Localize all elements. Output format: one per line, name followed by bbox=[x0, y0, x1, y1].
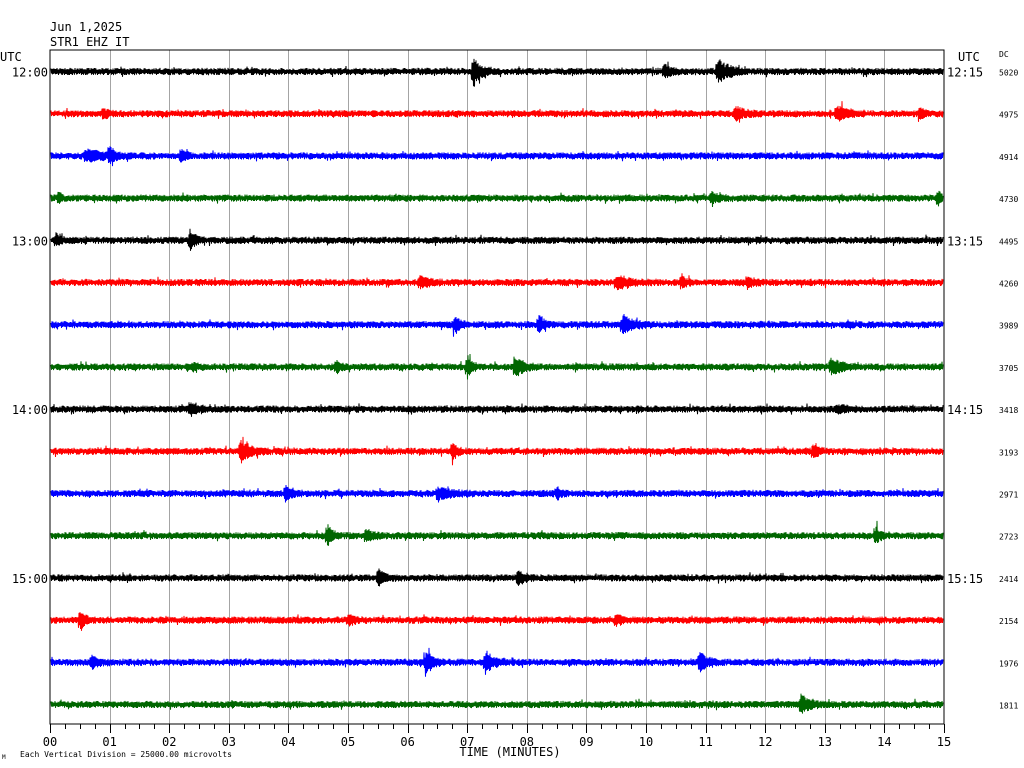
trace-row-8 bbox=[50, 353, 944, 380]
scale-mark: M bbox=[2, 754, 6, 761]
row-dc-value: 3193 bbox=[999, 448, 1018, 457]
row-dc-value: 1976 bbox=[999, 659, 1018, 668]
x-tick-label: 10 bbox=[639, 735, 653, 749]
x-tick-label: 00 bbox=[43, 735, 57, 749]
trace-row-4 bbox=[50, 190, 944, 208]
x-axis: 00 01 02 03 04 05 06 07 08 09 10 11 12 13 14 15 bbox=[43, 724, 951, 749]
row-dc-value: 1811 bbox=[999, 702, 1018, 711]
row-dc-value: 4730 bbox=[999, 195, 1018, 204]
dc-label: DC bbox=[999, 50, 1009, 59]
trace-row-16 bbox=[50, 693, 944, 714]
row-dc-value: 5020 bbox=[999, 69, 1018, 78]
row-time-left: 15:00 bbox=[12, 572, 48, 586]
x-tick-label: 02 bbox=[162, 735, 176, 749]
row-time-right: 15:15 bbox=[947, 572, 983, 586]
scale-note: Each Vertical Division = 25000.00 microv… bbox=[20, 750, 232, 759]
row-dc-value: 4495 bbox=[999, 237, 1018, 246]
x-tick-label: 12 bbox=[758, 735, 772, 749]
trace-row-14 bbox=[50, 612, 944, 631]
trace-row-13 bbox=[50, 568, 944, 587]
trace-row-6 bbox=[50, 273, 944, 291]
row-time-left: 14:00 bbox=[12, 403, 48, 417]
seismic-traces bbox=[50, 58, 944, 714]
trace-row-12 bbox=[50, 520, 944, 546]
row-dc-value: 2971 bbox=[999, 491, 1018, 500]
row-dc-value: 3989 bbox=[999, 322, 1018, 331]
trace-row-3 bbox=[50, 146, 944, 167]
row-time-right: 13:15 bbox=[947, 234, 983, 248]
row-dc-value: 3418 bbox=[999, 406, 1018, 415]
x-axis-title: TIME (MINUTES) bbox=[459, 745, 560, 759]
right-utc-label: UTC bbox=[958, 50, 980, 64]
row-dc-value: 4914 bbox=[999, 153, 1018, 162]
trace-row-5 bbox=[50, 228, 944, 251]
row-dc-value: 2414 bbox=[999, 575, 1018, 584]
row-dc-value: 2723 bbox=[999, 533, 1018, 542]
trace-row-2 bbox=[50, 101, 944, 123]
trace-row-11 bbox=[50, 484, 944, 503]
row-dc-value: 4260 bbox=[999, 280, 1018, 289]
trace-row-1 bbox=[50, 58, 944, 87]
x-tick-label: 07 bbox=[460, 735, 474, 749]
row-dc-value: 4975 bbox=[999, 111, 1018, 120]
x-tick-label: 08 bbox=[520, 735, 534, 749]
trace-row-15 bbox=[50, 647, 944, 677]
row-labels: 12:00 12:15 5020 4975 4914 4730 13:00 13:15 4495… bbox=[12, 66, 1019, 711]
x-tick-label: 15 bbox=[937, 735, 951, 749]
row-dc-value: 3705 bbox=[999, 364, 1018, 373]
x-tick-label: 06 bbox=[400, 735, 414, 749]
x-tick-label: 13 bbox=[818, 735, 832, 749]
row-time-right: 12:15 bbox=[947, 66, 983, 80]
x-tick-label: 01 bbox=[102, 735, 116, 749]
row-dc-value: 2154 bbox=[999, 617, 1018, 626]
x-tick-label: 11 bbox=[698, 735, 712, 749]
x-tick-label: 14 bbox=[877, 735, 891, 749]
row-time-left: 13:00 bbox=[12, 234, 48, 248]
x-tick-label: 04 bbox=[281, 735, 295, 749]
trace-row-7 bbox=[50, 313, 944, 337]
left-utc-label: UTC bbox=[0, 50, 22, 64]
trace-row-10 bbox=[50, 436, 944, 466]
trace-row-9 bbox=[50, 402, 944, 417]
row-time-right: 14:15 bbox=[947, 403, 983, 417]
x-tick-label: 05 bbox=[341, 735, 355, 749]
header-station: STR1 EHZ IT bbox=[50, 35, 129, 49]
row-time-left: 12:00 bbox=[12, 66, 48, 80]
x-tick-label: 03 bbox=[222, 735, 236, 749]
header-date: Jun 1,2025 bbox=[50, 20, 122, 34]
x-tick-label: 09 bbox=[579, 735, 593, 749]
